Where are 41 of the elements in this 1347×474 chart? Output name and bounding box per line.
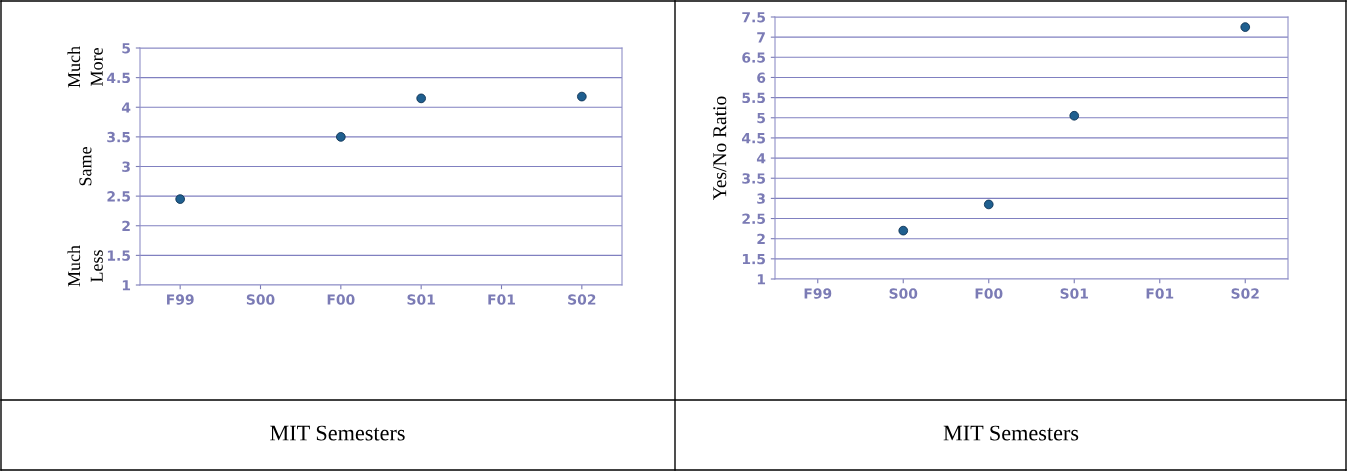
text: Much Less — [67, 245, 103, 287]
x-tick-label: F01 — [1146, 288, 1174, 299]
y-tick-label: 2.5 — [107, 191, 130, 202]
y-tick-label: 6.5 — [742, 52, 765, 63]
x-tick-label: S02 — [1231, 288, 1259, 299]
x-tick-label: F99 — [167, 294, 194, 305]
y-tick-label: 3.5 — [742, 173, 765, 184]
y-tick-label: 5.5 — [742, 92, 765, 104]
x-tick-label: S01 — [407, 294, 435, 305]
y-tick-label: 4 — [756, 153, 766, 164]
x-tick-label: F99 — [804, 288, 832, 299]
x-tick-label: S00 — [246, 294, 275, 305]
y-tick-label: 2 — [122, 220, 130, 232]
x-tick-label: S01 — [1060, 288, 1088, 299]
y-tick-label: 3 — [122, 161, 130, 172]
x-tick-label: F00 — [327, 294, 355, 305]
y-tick-label: 1 — [757, 274, 766, 285]
x-tick-label: F00 — [975, 288, 1003, 299]
y-tick-label: 5 — [757, 112, 765, 124]
x-tick-label: S00 — [889, 288, 918, 299]
y-tick-label: 4 — [121, 102, 131, 113]
text: Same — [79, 147, 92, 186]
y-tick-label: 3.5 — [107, 131, 130, 143]
y-tick-label: 1.5 — [107, 250, 130, 261]
x-tick-label: S02 — [568, 294, 596, 305]
y-tick-label: 3 — [757, 193, 765, 204]
text: Much More — [67, 46, 103, 88]
x-axis-title: MIT Semesters — [270, 425, 405, 441]
y-tick-label: 2.5 — [742, 213, 765, 225]
y-tick-label: 6 — [757, 72, 766, 83]
y-tick-label: 7 — [757, 32, 765, 43]
y-tick-label: 2 — [757, 233, 765, 244]
y-tick-label: 1.5 — [742, 254, 765, 265]
x-axis-title: MIT Semesters — [943, 425, 1079, 441]
x-tick-label: F01 — [488, 294, 515, 305]
y-tick-label: 4.5 — [741, 133, 765, 144]
y-tick-label: 4.5 — [106, 72, 130, 84]
y-axis-title: Yes/No Ratio — [713, 96, 727, 201]
y-tick-label: 1 — [122, 280, 131, 291]
y-tick-label: 5 — [122, 43, 130, 54]
y-tick-label: 7.5 — [742, 12, 765, 23]
